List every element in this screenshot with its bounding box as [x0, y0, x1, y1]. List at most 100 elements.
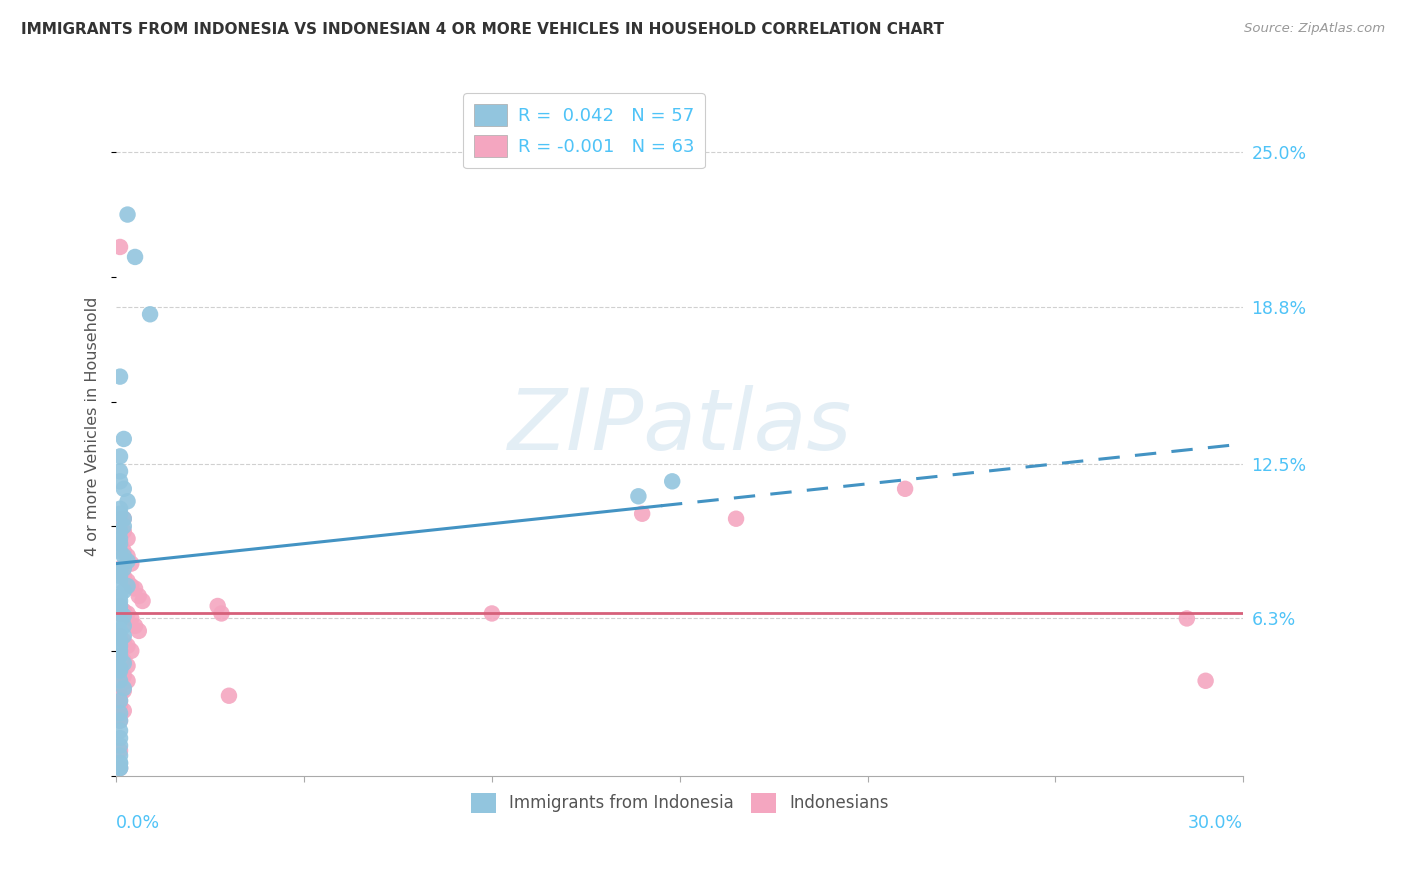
Point	[108, 369, 131, 384]
Point	[108, 536, 131, 550]
Point	[120, 611, 142, 625]
Point	[108, 708, 131, 723]
Point	[117, 554, 139, 568]
Point	[108, 633, 131, 648]
Point	[120, 557, 142, 571]
Point	[108, 614, 131, 628]
Point	[108, 664, 131, 678]
Y-axis label: 4 or more Vehicles in Household: 4 or more Vehicles in Household	[86, 297, 100, 557]
Point	[108, 524, 131, 539]
Point	[112, 524, 135, 539]
Point	[117, 673, 139, 688]
Point	[1194, 673, 1216, 688]
Point	[139, 307, 162, 321]
Point	[108, 661, 131, 675]
Point	[108, 475, 131, 489]
Point	[112, 544, 135, 558]
Point	[131, 594, 153, 608]
Point	[128, 589, 150, 603]
Point	[112, 512, 135, 526]
Point	[108, 761, 131, 775]
Point	[661, 475, 683, 489]
Point	[112, 619, 135, 633]
Point	[108, 607, 131, 621]
Point	[112, 604, 135, 618]
Point	[108, 694, 131, 708]
Point	[112, 561, 135, 575]
Point	[108, 607, 131, 621]
Point	[117, 494, 139, 508]
Point	[108, 624, 131, 638]
Point	[108, 607, 131, 621]
Point	[112, 629, 135, 643]
Point	[108, 604, 131, 618]
Point	[108, 569, 131, 583]
Point	[108, 664, 131, 678]
Point	[124, 250, 146, 264]
Point	[108, 694, 131, 708]
Point	[108, 723, 131, 738]
Point	[108, 743, 131, 757]
Point	[108, 607, 131, 621]
Point	[725, 512, 748, 526]
Point	[108, 574, 131, 588]
Point	[207, 599, 229, 613]
Point	[108, 714, 131, 728]
Point	[481, 607, 503, 621]
Point	[112, 512, 135, 526]
Point	[108, 544, 131, 558]
Point	[108, 607, 131, 621]
Point	[631, 507, 654, 521]
Point	[108, 507, 131, 521]
Point	[112, 584, 135, 599]
Point	[112, 609, 135, 624]
Point	[108, 629, 131, 643]
Point	[108, 594, 131, 608]
Text: IMMIGRANTS FROM INDONESIA VS INDONESIAN 4 OR MORE VEHICLES IN HOUSEHOLD CORRELAT: IMMIGRANTS FROM INDONESIA VS INDONESIAN …	[21, 22, 943, 37]
Point	[108, 648, 131, 663]
Point	[124, 582, 146, 596]
Point	[108, 731, 131, 745]
Point	[108, 756, 131, 770]
Point	[117, 574, 139, 588]
Point	[117, 549, 139, 563]
Text: 30.0%: 30.0%	[1188, 814, 1243, 832]
Point	[112, 654, 135, 668]
Point	[108, 589, 131, 603]
Point	[108, 532, 131, 546]
Point	[211, 607, 233, 621]
Point	[108, 519, 131, 533]
Point	[108, 706, 131, 721]
Point	[108, 607, 131, 621]
Legend: Immigrants from Indonesia, Indonesians: Immigrants from Indonesia, Indonesians	[464, 786, 896, 820]
Point	[117, 607, 139, 621]
Point	[112, 607, 135, 621]
Point	[108, 607, 131, 621]
Point	[894, 482, 917, 496]
Point	[108, 673, 131, 688]
Point	[108, 698, 131, 713]
Point	[108, 607, 131, 621]
Point	[112, 549, 135, 563]
Point	[108, 739, 131, 753]
Point	[120, 579, 142, 593]
Point	[1175, 611, 1198, 625]
Point	[108, 599, 131, 613]
Point	[108, 756, 131, 770]
Point	[108, 240, 131, 254]
Point	[108, 648, 131, 663]
Point	[108, 536, 131, 550]
Point	[108, 561, 131, 575]
Point	[108, 639, 131, 653]
Point	[112, 657, 135, 671]
Point	[112, 432, 135, 446]
Point	[108, 644, 131, 658]
Point	[117, 532, 139, 546]
Point	[117, 579, 139, 593]
Point	[108, 512, 131, 526]
Point	[108, 689, 131, 703]
Point	[117, 658, 139, 673]
Point	[627, 489, 650, 503]
Point	[112, 704, 135, 718]
Point	[108, 599, 131, 613]
